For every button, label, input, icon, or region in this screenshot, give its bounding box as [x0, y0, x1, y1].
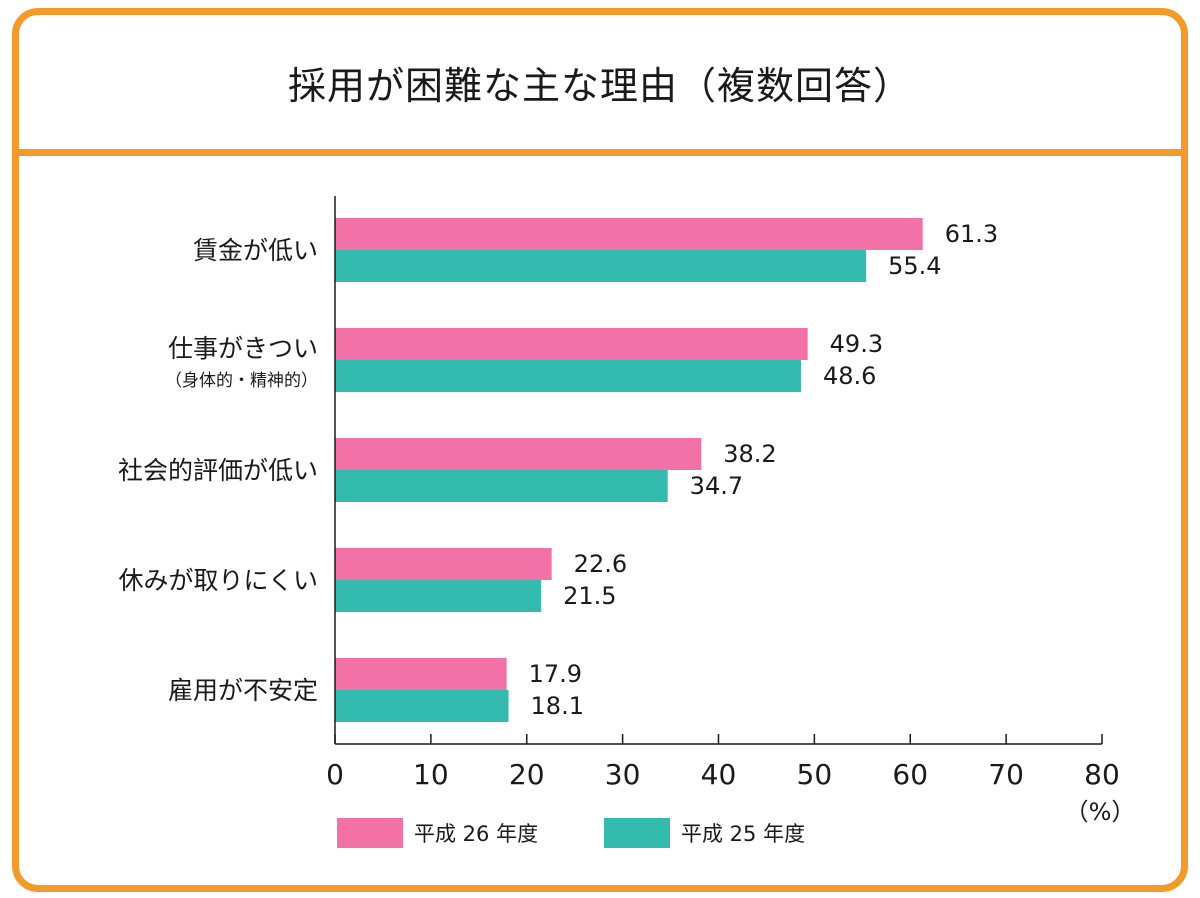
data-label-3-0: 22.6 [574, 550, 627, 578]
bar-0-1 [335, 250, 867, 282]
x-tick-label-6: 60 [892, 758, 928, 791]
x-tick-label-3: 30 [605, 758, 641, 791]
legend-swatch-0 [337, 818, 403, 848]
x-tick-label-8: 80 [1084, 758, 1120, 791]
labels-layer: 61.355.4 賃金が低い 49.3 48.6 仕事がきつい （身体的・精神的） 38.2… [118, 220, 998, 720]
data-label-2-1: 34.7 [690, 472, 743, 500]
x-tick-label-0: 0 [326, 758, 344, 791]
bar-4-1 [335, 690, 509, 722]
title-band: 採用が困難な主な理由（複数回答） [19, 15, 1181, 156]
data-label-0-0: 61.3 [945, 220, 998, 248]
legend-swatch-1 [604, 818, 670, 848]
x-tick-label-5: 50 [797, 758, 833, 791]
data-label-0-1: 55.4 [888, 252, 941, 280]
category-label-1: 仕事がきつい [168, 334, 318, 363]
bar-3-0 [335, 548, 552, 580]
category-sublabel-1: （身体的・精神的） [165, 371, 318, 391]
bar-0-0 [335, 218, 923, 250]
category-label-2: 社会的評価が低い [118, 456, 318, 485]
data-label-1-1: 48.6 [823, 362, 876, 390]
category-label-4: 雇用が不安定 [168, 676, 318, 705]
bar-1-1 [335, 360, 801, 392]
bar-4-0 [335, 658, 507, 690]
data-label-4-0: 17.9 [529, 660, 582, 688]
data-label-1-0: 49.3 [830, 330, 883, 358]
legend: 平成 26 年度 平成 25 年度 [337, 818, 805, 848]
axes-layer: 0 10 20 30 40 50 60 70 80 （%） [326, 196, 1135, 826]
category-label-3: 休みが取りにくい [118, 566, 318, 595]
data-label-3-1: 21.5 [563, 582, 616, 610]
x-axis-unit: （%） [1065, 798, 1136, 826]
legend-label-0: 平成 26 年度 [414, 822, 538, 846]
legend-label-1: 平成 25 年度 [681, 822, 805, 846]
category-label-0: 賃金が低い [193, 236, 318, 265]
bar-2-0 [335, 438, 702, 470]
x-tick-label-4: 40 [701, 758, 737, 791]
bar-1-0 [335, 328, 808, 360]
bars-layer [335, 218, 923, 722]
x-tick-label-1: 10 [413, 758, 449, 791]
bar-2-1 [335, 470, 668, 502]
bar-3-1 [335, 580, 542, 612]
data-label-4-1: 18.1 [531, 692, 584, 720]
chart-title: 採用が困難な主な理由（複数回答） [287, 63, 912, 108]
data-label-2-0: 38.2 [723, 440, 776, 468]
x-tick-label-7: 70 [988, 758, 1024, 791]
x-tick-label-2: 20 [509, 758, 545, 791]
